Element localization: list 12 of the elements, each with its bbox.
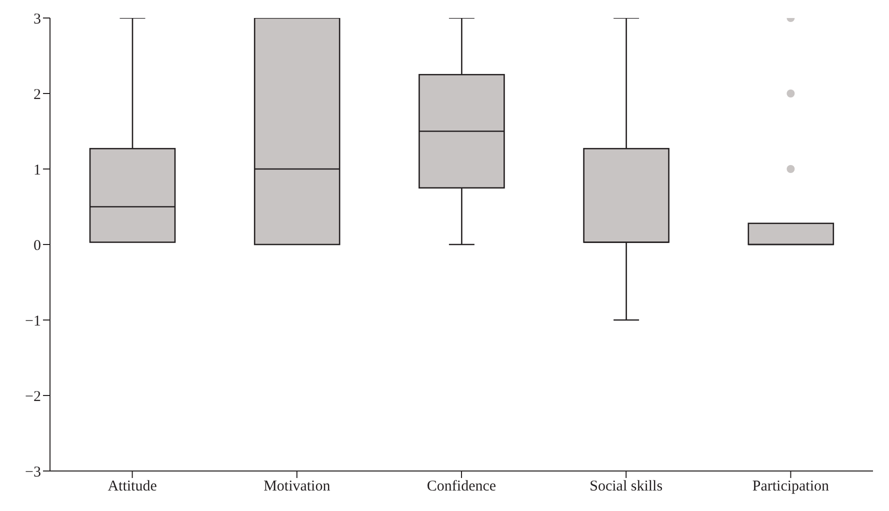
x-tick-label: Social skills <box>590 478 663 495</box>
y-tick-label: 2 <box>34 86 41 103</box>
y-tick-label: −3 <box>25 464 41 480</box>
x-tick-label: Confidence <box>426 478 496 495</box>
y-tick-label: 3 <box>34 11 41 28</box>
y-tick-label: −2 <box>25 388 41 405</box>
x-tick-label: Attitude <box>108 478 158 495</box>
y-tick-label: −1 <box>25 313 41 330</box>
x-tick-label: Participation <box>752 478 830 495</box>
y-tick-label: 0 <box>34 238 41 254</box>
x-tick-label: Motivation <box>264 478 331 495</box>
y-tick-label: 1 <box>34 162 41 178</box>
